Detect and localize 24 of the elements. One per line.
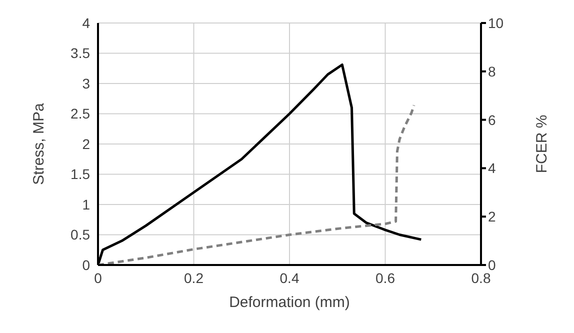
y-tick-label: 2.5 [70, 106, 90, 122]
y2-tick-label: 4 [488, 160, 496, 176]
y2-tick-label: 10 [488, 14, 504, 31]
y2-axis-title: FCER % [533, 114, 550, 174]
y2-tick-label: 6 [488, 112, 496, 128]
y-axis-title: Stress, MPa [30, 102, 48, 185]
y2-tick-label: 0 [488, 256, 496, 273]
y-tick-label: 0.5 [70, 226, 90, 243]
y2-tick-label: 2 [488, 208, 496, 225]
y-tick-label: 1 [82, 196, 90, 212]
x-tick-label: 0.2 [184, 270, 204, 286]
y-tick-label: 1.5 [70, 166, 90, 182]
y2-tick-label: 8 [488, 63, 496, 80]
x-tick-label: 0 [94, 270, 102, 286]
y-tick-label: 3 [82, 75, 90, 92]
y-tick-label: 4 [82, 14, 90, 31]
x-tick-label: 0.8 [471, 270, 491, 286]
y-tick-label: 0 [82, 256, 90, 273]
y-tick-label: 3.5 [70, 45, 90, 62]
x-axis-title: Deformation (mm) [229, 294, 350, 311]
x-tick-label: 0.6 [376, 270, 396, 286]
line-series [98, 104, 416, 265]
x-tick-label: 0.4 [280, 270, 300, 286]
y-tick-label: 2 [82, 136, 90, 152]
